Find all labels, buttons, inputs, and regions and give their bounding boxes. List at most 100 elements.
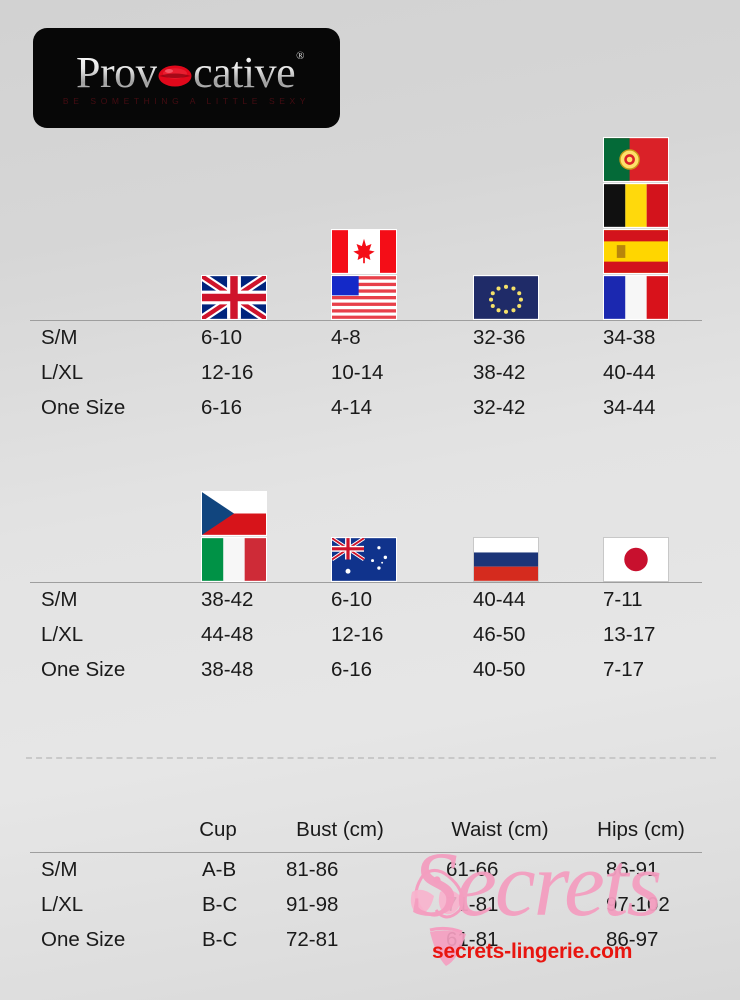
lips-icon [158, 65, 192, 87]
table-row: One Size 38-48 6-16 40-50 7-17 [30, 653, 702, 688]
value-hips: 86-97 [606, 928, 659, 951]
brand-name-part2: cative [193, 47, 296, 97]
value-uk: 12-16 [201, 361, 254, 384]
flag-stack-russia [473, 537, 539, 582]
usa-flag [331, 275, 397, 320]
italy-flag [201, 537, 267, 582]
value-czech-italy: 44-48 [201, 623, 254, 646]
flag-stack-canada-usa [331, 229, 397, 320]
value-cup: A-B [202, 858, 237, 882]
size-label: L/XL [41, 623, 84, 646]
value-russia: 40-44 [473, 588, 526, 612]
table-row: S/M 38-42 6-10 40-44 7-11 [30, 583, 702, 618]
table-row: S/M 6-10 4-8 32-36 34-38 [30, 321, 702, 356]
value-czech-italy: 38-48 [201, 658, 254, 681]
flag-cell-australia [305, 500, 447, 582]
value-cup: B-C [202, 928, 238, 951]
value-cup: B-C [202, 893, 238, 916]
value-japan: 7-17 [603, 658, 645, 681]
column-header-cup: Cup [199, 818, 237, 841]
flag-stack-uk [201, 275, 267, 320]
belgium-flag [603, 183, 669, 228]
value-czech-italy: 38-42 [201, 588, 254, 612]
size-label: One Size [41, 658, 126, 681]
spain-flag [603, 229, 669, 274]
value-russia: 40-50 [473, 658, 526, 681]
australia-flag [331, 537, 397, 582]
value-australia: 12-16 [331, 623, 384, 646]
table-row: One Size 6-16 4-14 32-42 34-44 [30, 391, 702, 426]
column-header-bust: Bust (cm) [296, 818, 384, 841]
value-australia: 6-16 [331, 658, 373, 681]
flag-stack-czech-italy [201, 491, 267, 582]
corner-cell [30, 500, 175, 582]
value-canada-usa: 4-14 [331, 396, 373, 419]
brand-wordmark: Prov cative ® [70, 47, 305, 97]
size-label: One Size [41, 928, 126, 951]
measurements-header-rule [30, 852, 702, 853]
russia-flag [473, 537, 539, 582]
flag-cell-russia [447, 500, 577, 582]
flag-stack-eu [473, 275, 539, 320]
corner-cell [30, 130, 175, 320]
flag-header-row-2 [30, 491, 702, 582]
size-label: S/M [41, 858, 78, 882]
brand-tagline: BE SOMETHING A LITTLE SEXY [62, 95, 311, 106]
size-label: L/XL [41, 361, 84, 384]
table-row: One Size B-C 72-81 61-81 86-97 [30, 923, 702, 958]
value-eu: 32-42 [473, 396, 526, 419]
value-pt-be-es-fr: 40-44 [603, 361, 656, 384]
column-header-hips: Hips (cm) [597, 818, 685, 841]
measurements-table: Cup Bust (cm) Waist (cm) Hips (cm) S/M A… [30, 808, 702, 958]
size-label: S/M [41, 588, 78, 612]
value-eu: 32-36 [473, 326, 526, 350]
canada-flag [331, 229, 397, 274]
flag-cell-eu [447, 130, 577, 320]
size-label: S/M [41, 326, 78, 350]
value-russia: 46-50 [473, 623, 526, 646]
flag-cell-japan [577, 500, 702, 582]
france-flag [603, 275, 669, 320]
european-union-flag [473, 275, 539, 320]
size-chart-table-2: S/M 38-42 6-10 40-44 7-11 L/XL 44-48 12-… [30, 491, 702, 688]
table-row: L/XL B-C 91-98 71-81 97-102 [30, 888, 702, 923]
value-waist: 61-81 [446, 928, 499, 951]
flag-cell-czech-italy [175, 491, 305, 582]
value-canada-usa: 4-8 [331, 326, 361, 350]
value-hips: 86-91 [606, 858, 659, 882]
size-label: L/XL [41, 893, 84, 916]
value-hips: 97-102 [606, 893, 670, 916]
table-2-header-rule [30, 582, 702, 583]
value-uk: 6-10 [201, 326, 243, 350]
flag-cell-canada-usa [305, 130, 447, 320]
japan-flag [603, 537, 669, 582]
value-bust: 91-98 [286, 893, 339, 916]
table-row: L/XL 44-48 12-16 46-50 13-17 [30, 618, 702, 653]
value-waist: 61-66 [446, 858, 499, 882]
flag-cell-uk [175, 130, 305, 320]
value-australia: 6-10 [331, 588, 373, 612]
measurements-header-row: Cup Bust (cm) Waist (cm) Hips (cm) [30, 808, 702, 852]
corner-cell [30, 808, 176, 852]
size-chart-table-1: S/M 6-10 4-8 32-36 34-38 L/XL 12-16 10-1… [30, 130, 702, 426]
flag-cell-pt-be-es-fr [577, 130, 702, 320]
size-label: One Size [41, 396, 126, 419]
flag-stack-australia [331, 537, 397, 582]
uk-flag [201, 275, 267, 320]
czech-republic-flag [201, 491, 267, 536]
column-header-waist: Waist (cm) [451, 818, 549, 841]
flag-header-row-1 [30, 130, 702, 320]
flag-stack-japan [603, 537, 669, 582]
flag-stack-pt-be-es-fr [603, 137, 669, 320]
value-pt-be-es-fr: 34-44 [603, 396, 656, 419]
value-japan: 13-17 [603, 623, 656, 646]
value-bust: 72-81 [286, 928, 339, 951]
value-uk: 6-16 [201, 396, 243, 419]
value-eu: 38-42 [473, 361, 526, 384]
portugal-flag [603, 137, 669, 182]
table-row: S/M A-B 81-86 61-66 86-91 [30, 853, 702, 888]
brand-logo: Prov cative ® BE SOMETHING A LITTLE SEXY [33, 28, 340, 128]
section-divider [26, 757, 716, 759]
table-row: L/XL 12-16 10-14 38-42 40-44 [30, 356, 702, 391]
registered-trademark-icon: ® [296, 50, 305, 62]
